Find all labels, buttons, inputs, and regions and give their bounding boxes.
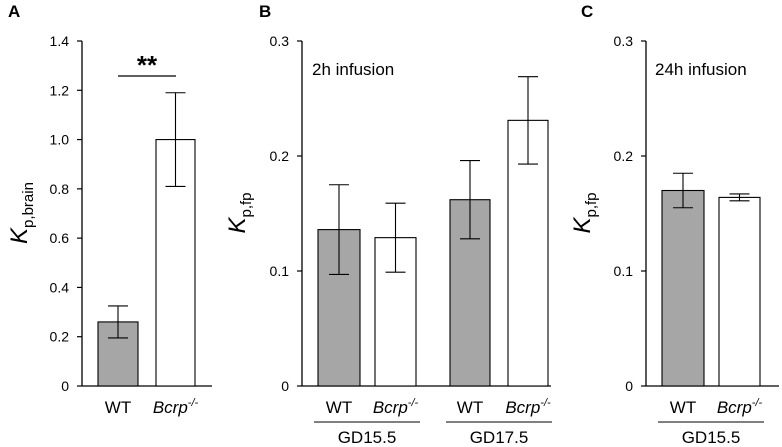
group-label: GD15.5 — [338, 428, 397, 447]
condition-label: 24h infusion — [655, 60, 747, 79]
category-label: WT — [105, 398, 131, 417]
y-tick-label: 1.0 — [50, 132, 70, 148]
bar-1 — [661, 189, 705, 387]
y-tick-label: 0.1 — [270, 263, 290, 279]
y-tick-label: 0.1 — [614, 263, 634, 279]
y-tick-label: 0.2 — [270, 148, 290, 164]
group-label: GD17.5 — [470, 428, 529, 447]
bar-2 — [155, 139, 196, 387]
y-axis-label: Kp,brain — [6, 182, 37, 244]
y-tick-label: 0 — [61, 378, 69, 394]
category-label: Bcrp-/- — [505, 397, 551, 417]
significance-stars: ** — [137, 50, 158, 80]
category-label: WT — [326, 398, 352, 417]
category-label: Bcrp-/- — [153, 397, 199, 417]
category-label: Bcrp-/- — [373, 397, 419, 417]
bar-4 — [507, 119, 549, 387]
category-label: Bcrp-/- — [717, 397, 763, 417]
y-axis-label: Kp,fp — [569, 192, 600, 233]
y-tick-label: 0.3 — [270, 33, 290, 49]
panel-C: C 0 0.1 0.2 0.3 Kp,fp WT Bcrp-/- GD15.5 24h infus… — [569, 2, 779, 447]
y-tick-label: 1.4 — [50, 33, 70, 49]
y-tick-label: 0 — [625, 378, 633, 394]
category-label: WT — [457, 398, 483, 417]
panel-B: B 0 0.1 0.2 0.3 Kp,fp WT Bcrp-/- WT Bcrp-/- GD15.5… — [224, 2, 552, 447]
panel-letter: C — [581, 2, 593, 21]
y-tick-label: 0.8 — [50, 181, 70, 197]
panel-A: A 0 0.2 0.4 0.6 0.8 1.0 1.2 1.4 Kp,brain WT Bcrp-/-… — [6, 2, 212, 417]
panel-letter: A — [8, 2, 20, 21]
condition-label: 2h infusion — [312, 60, 394, 79]
group-label: GD15.5 — [682, 428, 741, 447]
y-tick-label: 0.6 — [50, 230, 70, 246]
y-tick-label: 0.3 — [614, 33, 634, 49]
y-tick-label: 1.2 — [50, 82, 70, 98]
y-tick-label: 0 — [281, 378, 289, 394]
y-tick-label: 0.4 — [50, 279, 70, 295]
y-tick-label: 0.2 — [614, 148, 634, 164]
panel-letter: B — [259, 2, 271, 21]
bar-2 — [718, 196, 761, 387]
y-tick-label: 0.2 — [50, 329, 70, 345]
y-axis-label: Kp,fp — [224, 192, 255, 233]
category-label: WT — [670, 398, 696, 417]
